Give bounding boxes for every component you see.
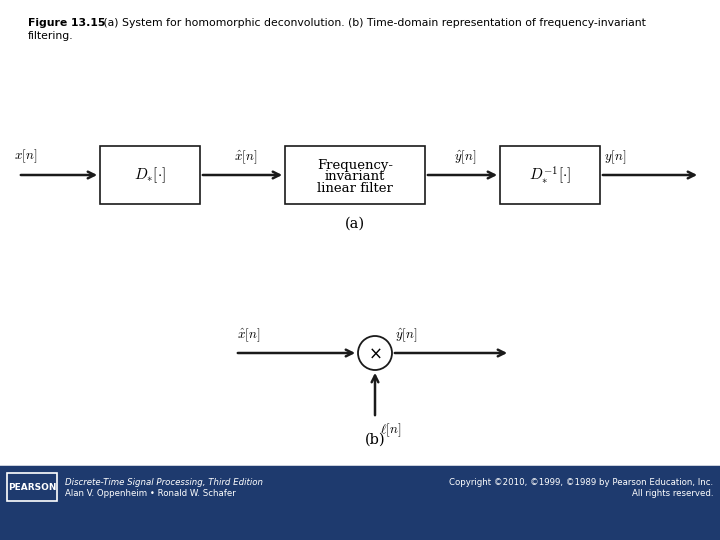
Text: Copyright ©2010, ©1999, ©1989 by Pearson Education, Inc.: Copyright ©2010, ©1999, ©1989 by Pearson… xyxy=(449,478,713,487)
Text: $y[n]$: $y[n]$ xyxy=(604,148,626,166)
Text: Alan V. Oppenheim • Ronald W. Schafer: Alan V. Oppenheim • Ronald W. Schafer xyxy=(65,489,235,498)
Text: $\hat{x}[n]$: $\hat{x}[n]$ xyxy=(235,148,258,166)
Bar xyxy=(500,146,600,204)
Text: PEARSON: PEARSON xyxy=(8,483,56,491)
Text: All rights reserved.: All rights reserved. xyxy=(631,489,713,498)
Text: Frequency-: Frequency- xyxy=(317,159,393,172)
Text: $x[n]$: $x[n]$ xyxy=(14,147,37,165)
Text: invariant: invariant xyxy=(325,171,385,184)
Text: $\times$: $\times$ xyxy=(368,346,382,362)
FancyBboxPatch shape xyxy=(7,473,57,501)
Text: $\ell[n]$: $\ell[n]$ xyxy=(380,421,401,438)
Text: linear filter: linear filter xyxy=(317,181,393,194)
Text: (b): (b) xyxy=(365,433,385,447)
Text: Figure 13.15: Figure 13.15 xyxy=(28,18,105,28)
Text: Discrete-Time Signal Processing, Third Edition: Discrete-Time Signal Processing, Third E… xyxy=(65,478,263,487)
Text: $\hat{y}[n]$: $\hat{y}[n]$ xyxy=(454,148,477,166)
Text: $D_{*}[\cdot]$: $D_{*}[\cdot]$ xyxy=(134,165,166,185)
Text: $\hat{x}[n]$: $\hat{x}[n]$ xyxy=(237,327,260,344)
Bar xyxy=(100,146,200,204)
Text: filtering.: filtering. xyxy=(28,31,73,41)
Bar xyxy=(0,468,720,540)
Text: (a) System for homomorphic deconvolution. (b) Time-domain representation of freq: (a) System for homomorphic deconvolution… xyxy=(100,18,646,28)
Text: $D_{*}^{-1}[\cdot]$: $D_{*}^{-1}[\cdot]$ xyxy=(529,164,571,186)
Text: (a): (a) xyxy=(345,217,365,231)
Bar xyxy=(285,146,425,204)
Text: $\hat{y}[n]$: $\hat{y}[n]$ xyxy=(395,327,417,344)
